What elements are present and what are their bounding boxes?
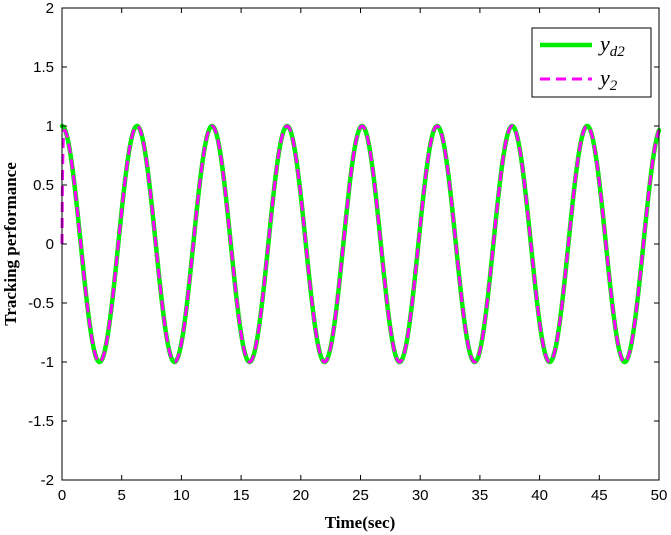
y-tick-label: 0.5 — [33, 177, 54, 194]
y-tick-label: -1.5 — [28, 413, 54, 430]
y-axis-ticks: -2 -1.5 -1 -0.5 0 0.5 1 1.5 2 — [28, 0, 659, 489]
y-tick-label: 1.5 — [33, 59, 54, 76]
curves-group — [59, 123, 662, 365]
x-axis-title: Time(sec) — [325, 513, 396, 532]
y-tick-label: -1 — [41, 354, 54, 371]
legend-label-yd2: yd2 — [598, 31, 625, 60]
legend-label-y2: y2 — [598, 65, 618, 94]
x-tick-label: 20 — [292, 487, 309, 504]
y-axis-title: Tracking performance — [1, 162, 20, 326]
x-tick-label: 35 — [472, 487, 489, 504]
x-tick-label: 30 — [412, 487, 429, 504]
plot-border — [61, 7, 660, 481]
y-tick-label: -2 — [41, 472, 54, 489]
x-tick-label: 40 — [531, 487, 548, 504]
legend-box — [531, 27, 652, 98]
x-tick-label: 15 — [233, 487, 250, 504]
x-tick-label: 25 — [352, 487, 369, 504]
y-tick-label: 1 — [46, 118, 54, 135]
x-tick-label: 10 — [173, 487, 190, 504]
legend-label-y2-sub: 2 — [610, 78, 618, 94]
y-tick-label: -0.5 — [28, 295, 54, 312]
x-tick-label: 45 — [591, 487, 608, 504]
legend-label-y2-base: y — [598, 65, 610, 90]
x-tick-label: 5 — [118, 487, 126, 504]
y-tick-label: 2 — [46, 0, 54, 17]
legend-label-yd2-base: y — [598, 31, 610, 56]
legend-label-yd2-sub: d2 — [610, 44, 626, 60]
x-tick-label: 0 — [58, 487, 66, 504]
x-axis-ticks: 0 5 10 15 20 25 30 35 40 45 50 — [58, 8, 668, 504]
series-y2-line — [60, 124, 661, 364]
x-tick-label: 50 — [651, 487, 668, 504]
y-tick-label: 0 — [46, 236, 54, 253]
legend: yd2 y2 — [531, 27, 652, 98]
